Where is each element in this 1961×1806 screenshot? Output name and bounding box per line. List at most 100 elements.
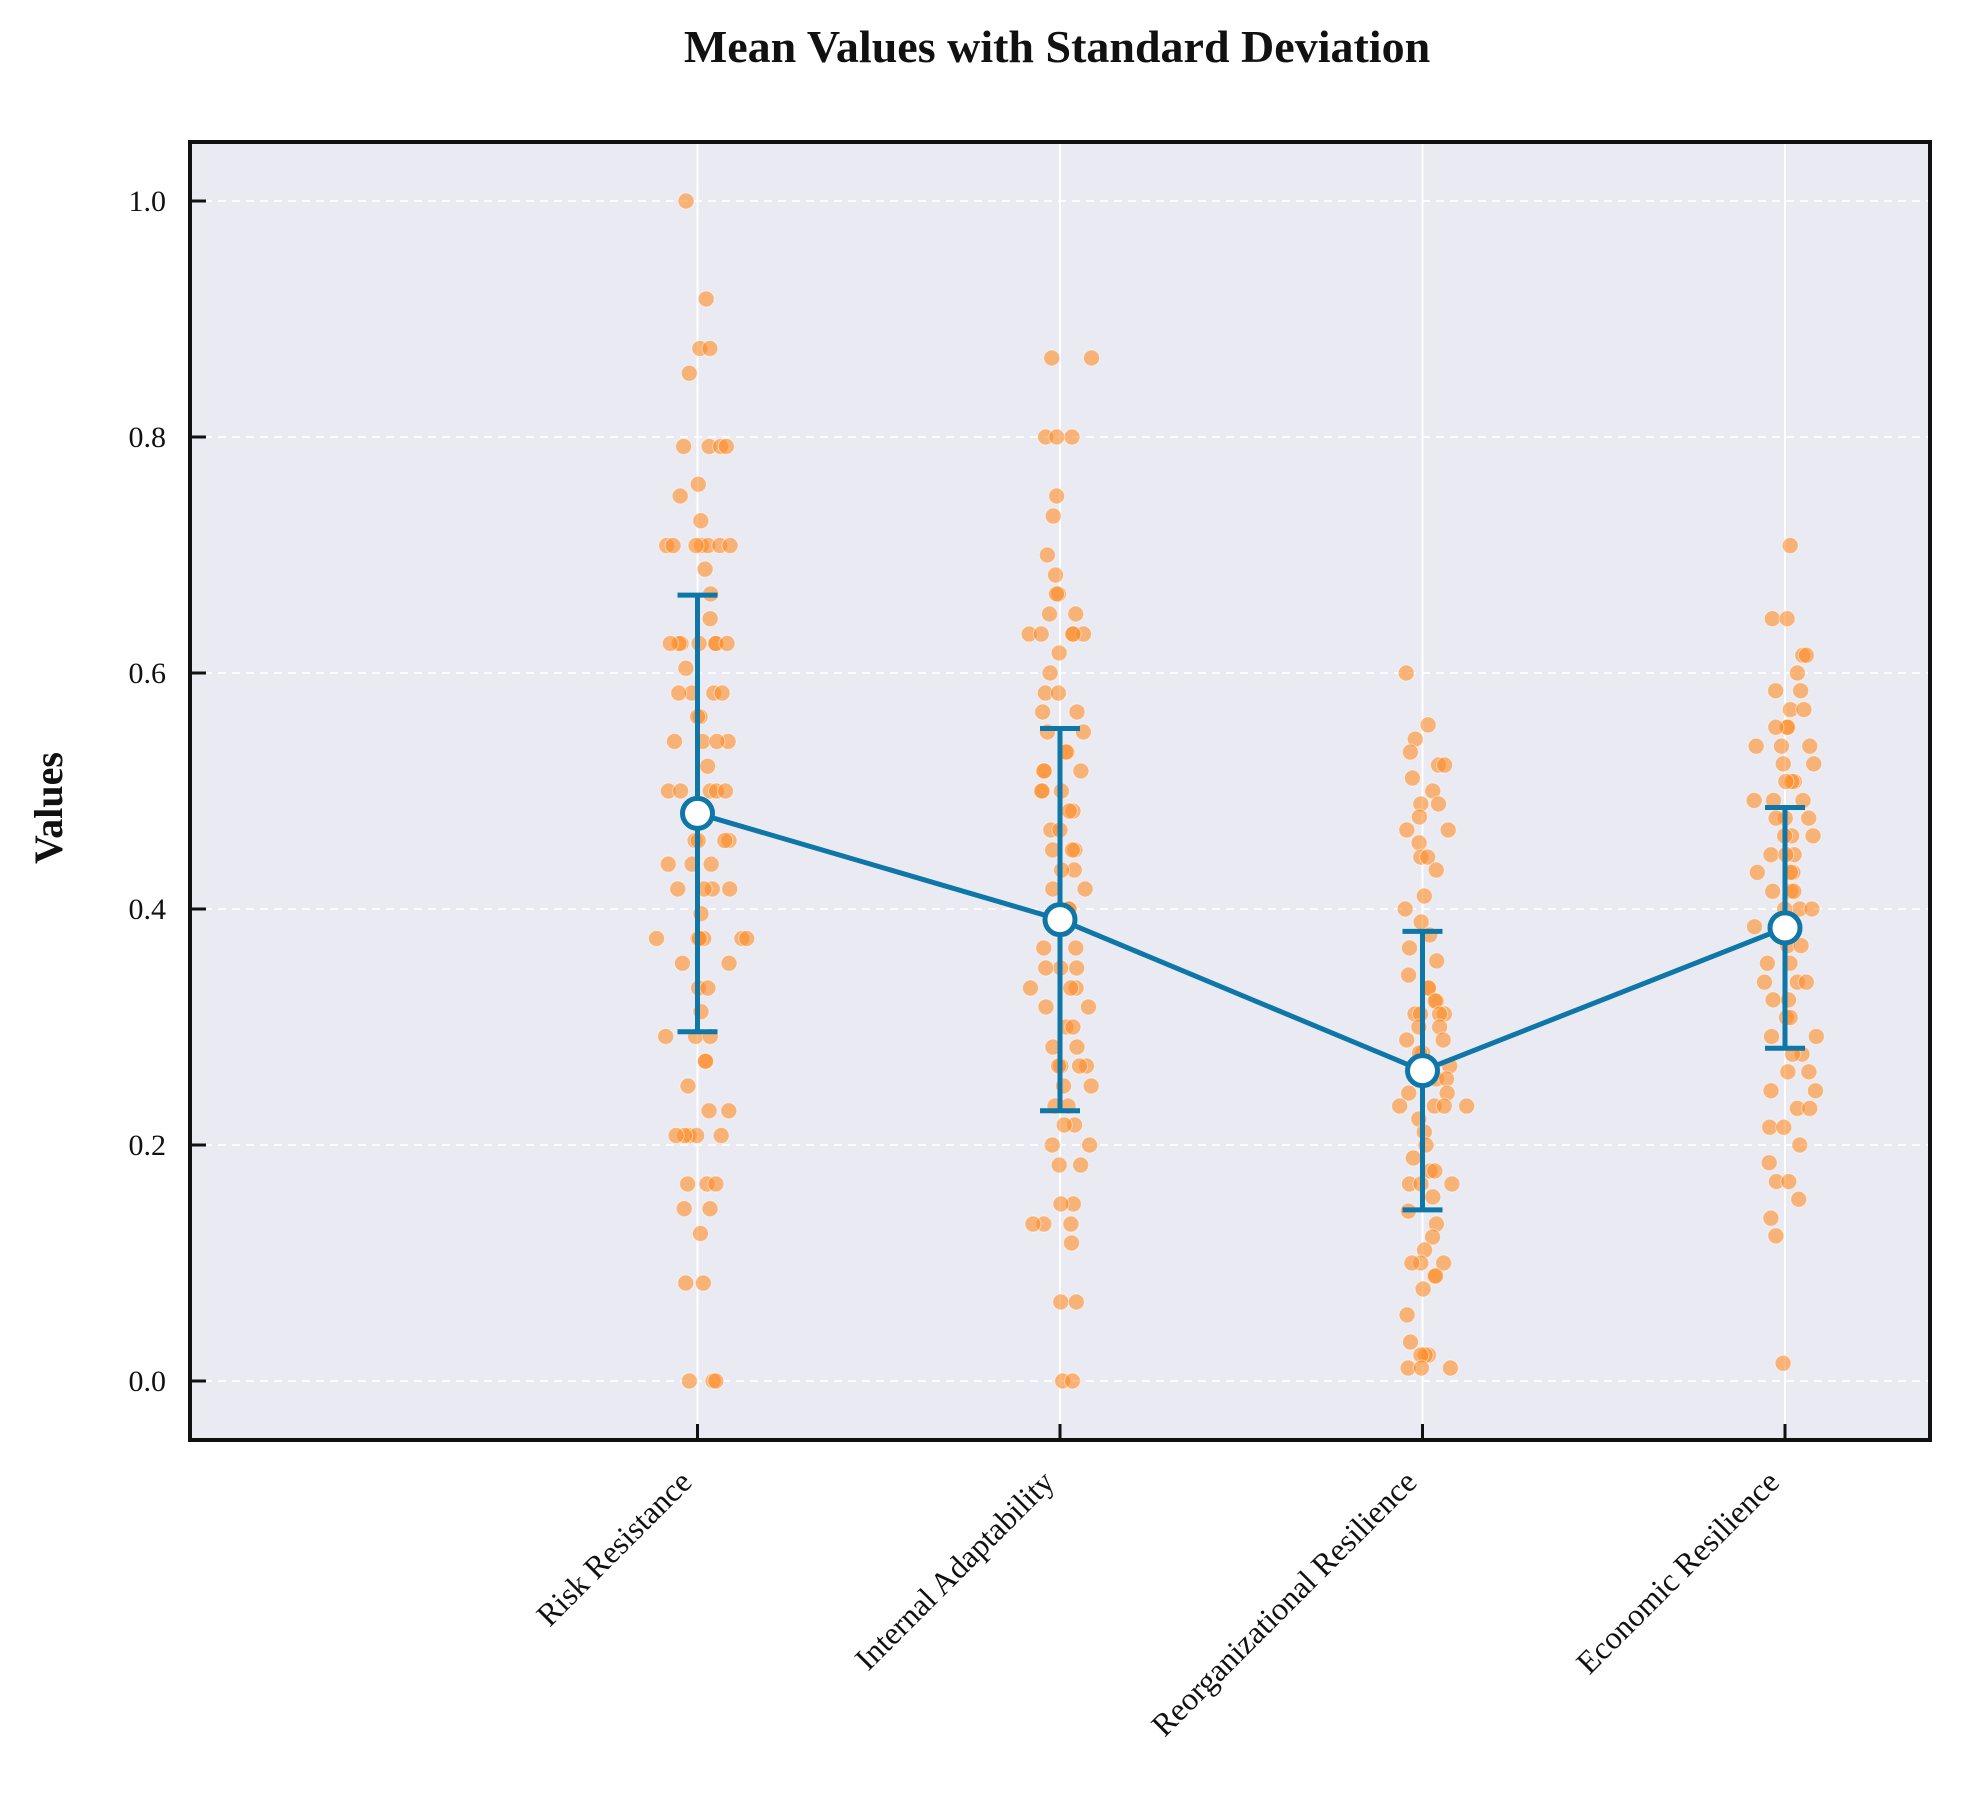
data-point (1062, 1234, 1080, 1252)
data-point (1800, 809, 1818, 827)
y-tick-label: 0.6 (129, 657, 167, 690)
data-point (664, 537, 682, 555)
data-point (1806, 1082, 1824, 1100)
data-point (1068, 1038, 1086, 1056)
mean-marker (1405, 1053, 1440, 1089)
data-point (1797, 646, 1815, 664)
data-point (1767, 809, 1785, 827)
data-point (1050, 1156, 1068, 1174)
data-point (1035, 762, 1053, 780)
data-point (1398, 821, 1416, 839)
data-point (1403, 1254, 1421, 1272)
plot-frame (188, 140, 1932, 1442)
data-point (1758, 954, 1776, 972)
data-point (1426, 1162, 1444, 1180)
data-point (1067, 939, 1085, 957)
data-point (701, 1200, 719, 1218)
data-point (1434, 1031, 1452, 1049)
data-point (1427, 1267, 1445, 1285)
chart-title: Mean Values with Standard Deviation (684, 21, 1430, 72)
data-point (1043, 1136, 1061, 1154)
data-point (1458, 1097, 1476, 1115)
data-point (1778, 610, 1796, 628)
data-point (1062, 1215, 1080, 1233)
data-point (1063, 841, 1081, 859)
data-point (1792, 937, 1810, 955)
data-point (1071, 1057, 1089, 1075)
data-point (702, 855, 720, 873)
data-point (1083, 349, 1101, 367)
data-point (1401, 1333, 1419, 1351)
y-tick-label: 0.4 (129, 893, 167, 926)
data-point (1755, 973, 1773, 991)
data-point (1805, 755, 1823, 773)
data-point (1043, 349, 1061, 367)
data-point (1435, 1254, 1453, 1272)
data-point (1414, 1280, 1432, 1298)
data-point (712, 1127, 730, 1145)
data-point (1763, 610, 1781, 628)
data-point (1415, 887, 1433, 905)
data-point (1767, 1227, 1785, 1245)
data-point (1048, 428, 1066, 446)
data-point (1439, 821, 1457, 839)
data-point (1785, 882, 1803, 900)
data-point (1037, 998, 1055, 1016)
data-point (1762, 846, 1780, 864)
data-point (1797, 973, 1815, 991)
data-point (1774, 755, 1792, 773)
data-point (1764, 882, 1782, 900)
data-point (1807, 1027, 1825, 1045)
data-point (701, 340, 719, 357)
data-point (680, 364, 698, 382)
data-point (1064, 1018, 1082, 1036)
data-point (696, 1052, 714, 1070)
data-point (1767, 718, 1785, 736)
data-point (1401, 743, 1419, 761)
data-point (1441, 1359, 1459, 1377)
x-tick-label: Internal Adaptability (848, 1463, 1061, 1676)
x-tick-label: Risk Resistance (529, 1463, 698, 1632)
y-tick-label: 0.0 (129, 1365, 167, 1398)
data-point (657, 1027, 675, 1045)
data-point (1049, 684, 1067, 702)
data-point (1427, 861, 1445, 879)
data-point (1762, 1209, 1780, 1227)
data-point (1403, 769, 1421, 787)
data-point (1044, 507, 1062, 525)
data-point (1791, 1136, 1809, 1154)
data-point (1067, 605, 1085, 623)
data-point (1038, 546, 1056, 564)
data-point (692, 512, 710, 530)
data-point (1050, 644, 1068, 662)
data-point (697, 290, 715, 308)
x-tick-label: Economic Resilience (1569, 1463, 1786, 1680)
data-point (1391, 1097, 1409, 1115)
data-point (1024, 1215, 1042, 1233)
data-point (1795, 701, 1813, 719)
data-point (1035, 939, 1053, 957)
data-point (738, 930, 756, 947)
data-point (648, 930, 666, 947)
data-point (1048, 585, 1066, 603)
data-point (1777, 773, 1795, 791)
data-point (708, 732, 726, 750)
data-point (1764, 991, 1782, 1009)
data-point (1761, 1118, 1779, 1136)
data-point (1400, 966, 1418, 984)
data-point (1068, 959, 1086, 977)
data-point (713, 684, 731, 702)
data-point (1063, 428, 1081, 446)
data-point (694, 1274, 712, 1292)
data-point (1041, 664, 1059, 682)
data-point (699, 979, 717, 997)
data-points (648, 192, 1825, 1390)
data-point (1021, 979, 1039, 997)
data-point (1801, 737, 1819, 755)
data-point (1438, 1070, 1456, 1088)
data-point (1419, 848, 1437, 866)
data-point (1404, 1149, 1422, 1167)
data-point (659, 855, 677, 873)
